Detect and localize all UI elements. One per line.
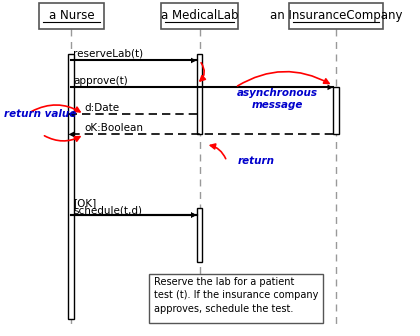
Text: approve(t): approve(t) (74, 76, 128, 86)
Text: a Nurse: a Nurse (49, 9, 94, 23)
Text: d:Date: d:Date (84, 102, 119, 113)
Text: return value: return value (4, 109, 76, 119)
Bar (160, 3, 239, 29)
Bar (197, 54, 202, 134)
Text: schedule(t,d): schedule(t,d) (74, 205, 142, 215)
Text: [OK]: [OK] (74, 198, 97, 208)
Text: an InsuranceCompany: an InsuranceCompany (270, 9, 402, 23)
Bar (197, 208, 202, 262)
Text: return: return (237, 156, 274, 166)
Text: Reserve the lab for a patient
test (t). If the insurance company
approves, sched: Reserve the lab for a patient test (t). … (154, 277, 318, 313)
Text: a MedicalLab: a MedicalLab (161, 9, 238, 23)
Text: oK:Boolean: oK:Boolean (84, 123, 143, 133)
Bar (333, 87, 339, 134)
Text: asynchronous
message: asynchronous message (237, 88, 318, 110)
Bar (68, 54, 74, 319)
Bar (39, 3, 104, 29)
Bar (289, 3, 383, 29)
Text: reserveLab(t): reserveLab(t) (74, 49, 144, 59)
Bar (149, 274, 323, 323)
